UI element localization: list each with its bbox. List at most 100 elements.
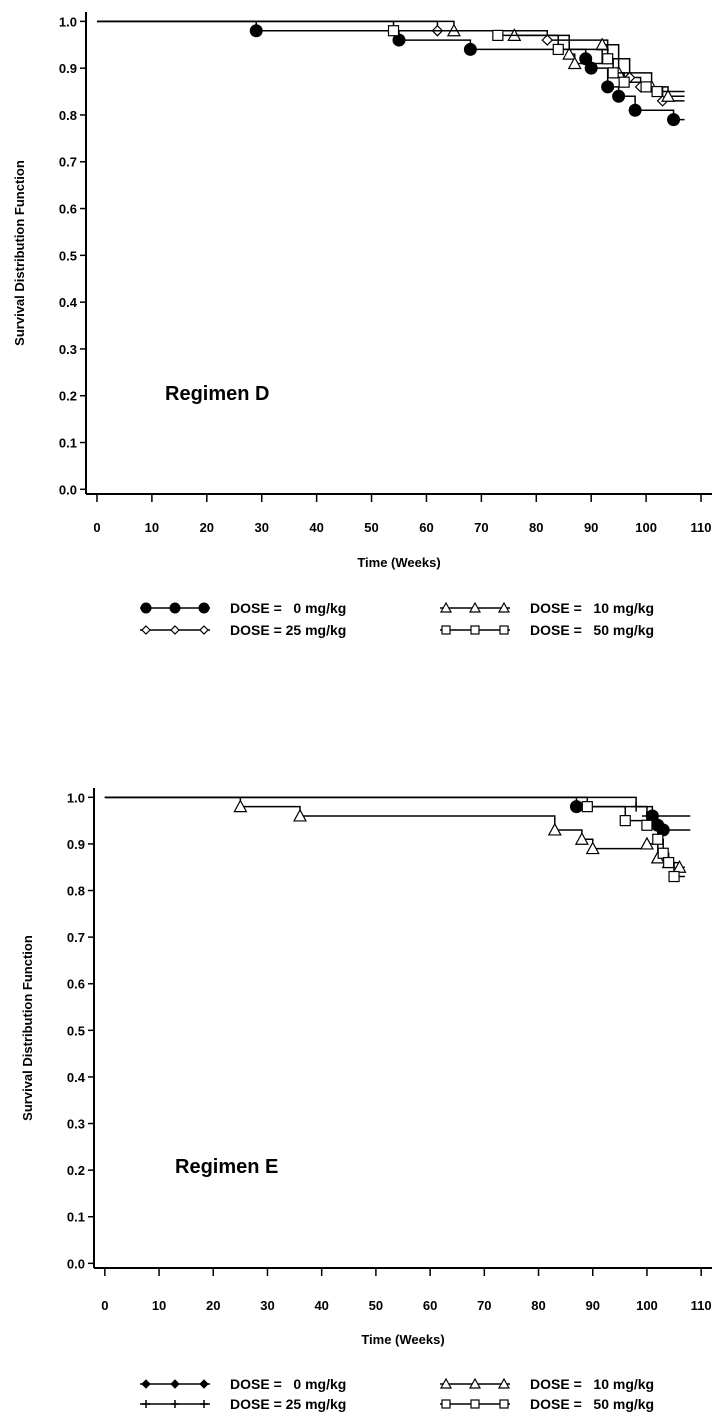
y-tick-label: 0.6 xyxy=(59,202,77,217)
legend-marker xyxy=(439,601,453,613)
legend-marker xyxy=(170,1379,180,1389)
legend-marker xyxy=(497,1377,511,1389)
x-tick-label: 90 xyxy=(586,1298,600,1313)
x-tick-label: 100 xyxy=(636,1298,658,1313)
series-3-point xyxy=(657,847,669,859)
series-3-point xyxy=(492,29,504,41)
x-tick-label: 20 xyxy=(206,1298,220,1313)
series-0-point xyxy=(463,42,477,56)
legend-label: DOSE = 10 mg/kg xyxy=(530,600,654,616)
regimen-annotation: Regimen E xyxy=(175,1156,278,1178)
series-line-0 xyxy=(104,796,691,831)
y-tick-label: 0.2 xyxy=(59,389,77,404)
series-3-point xyxy=(552,43,564,56)
series-2-point xyxy=(562,46,577,60)
chart-regimen-e: 0.0 0.1 0.2 0.3 0.4 0.5 0.6 0.7 0.8 0.9 1.0 0 10 20 30… xyxy=(20,788,712,1412)
series-3-point xyxy=(652,833,664,845)
series-1-point xyxy=(641,810,652,821)
legend-label: DOSE = 50 mg/kg xyxy=(530,1396,654,1412)
x-tick-label: 40 xyxy=(314,1298,328,1313)
x-tick-label: 30 xyxy=(254,520,268,535)
y-tick-label: 0.5 xyxy=(67,1023,85,1038)
x-tick-label: 90 xyxy=(584,520,598,535)
legend-marker xyxy=(170,625,180,635)
x-tick-label: 110 xyxy=(691,520,712,535)
legend-marker xyxy=(468,1377,482,1389)
y-axis-title: Survival Distribution Function xyxy=(20,935,35,1121)
legend-marker xyxy=(142,1400,150,1408)
y-tick-label: 1.0 xyxy=(59,14,77,29)
series-2-point xyxy=(585,841,600,855)
series-2-point xyxy=(567,56,582,70)
y-tick-label: 0.4 xyxy=(67,1070,86,1085)
series-0-point xyxy=(628,103,642,117)
legend-label: DOSE = 0 mg/kg xyxy=(230,600,346,616)
y-tick-label: 0.2 xyxy=(67,1163,85,1178)
y-tick-label: 0.3 xyxy=(59,342,77,357)
series-3-point xyxy=(619,815,631,827)
x-tick-label: 10 xyxy=(152,1298,166,1313)
series-3-point xyxy=(640,81,652,93)
legend-marker xyxy=(199,1379,209,1389)
y-tick-label: 0.3 xyxy=(67,1117,85,1132)
legend-marker xyxy=(441,1399,451,1409)
y-tick-label: 0.4 xyxy=(59,295,78,310)
legend-marker xyxy=(470,1399,480,1409)
y-tick-label: 0.1 xyxy=(59,436,77,451)
series-0-point xyxy=(569,800,583,814)
series-0-point xyxy=(249,24,263,38)
x-axis-title: Time (Weeks) xyxy=(357,555,440,570)
x-tick-label: 0 xyxy=(101,1298,108,1313)
series-3-point xyxy=(641,819,653,831)
legend-label: DOSE = 50 mg/kg xyxy=(530,622,654,638)
series-0-point xyxy=(601,80,615,94)
x-tick-label: 20 xyxy=(200,520,214,535)
series-1-point xyxy=(541,34,554,46)
series-3-point xyxy=(387,25,400,37)
x-tick-label: 50 xyxy=(364,520,378,535)
series-2-point xyxy=(292,808,308,822)
legend-marker xyxy=(169,602,181,614)
series-3-point xyxy=(668,870,680,883)
y-tick-label: 0.9 xyxy=(67,837,85,852)
legend-marker xyxy=(441,625,451,635)
legend-marker xyxy=(199,625,209,635)
y-axis-title: Survival Distribution Function xyxy=(12,160,27,346)
y-tick-label: 1.0 xyxy=(67,790,85,805)
x-tick-label: 70 xyxy=(477,1298,491,1313)
y-tick-label: 0.1 xyxy=(67,1210,85,1225)
series-line-2 xyxy=(104,796,685,868)
legend-label: DOSE = 25 mg/kg xyxy=(230,1396,346,1412)
x-tick-label: 60 xyxy=(419,520,433,535)
y-tick-label: 0.0 xyxy=(59,482,77,497)
series-3-point xyxy=(651,85,663,98)
x-tick-label: 100 xyxy=(635,520,657,535)
legend-label: DOSE = 10 mg/kg xyxy=(530,1376,654,1392)
legend-marker xyxy=(141,1379,151,1389)
series-0-point xyxy=(612,89,626,103)
x-tick-label: 10 xyxy=(145,520,159,535)
legend-label: DOSE = 0 mg/kg xyxy=(230,1376,346,1392)
series-line-3 xyxy=(104,796,685,878)
y-tick-label: 0.5 xyxy=(59,248,77,263)
series-3-point xyxy=(602,53,614,65)
series-3-point xyxy=(607,67,619,79)
chart-regimen-d: 0.0 0.1 0.2 0.3 0.4 0.5 0.6 0.7 0.8 0.9 1.0 0 10 20 30… xyxy=(12,12,712,638)
regimen-annotation: Regimen D xyxy=(165,383,269,405)
legend-marker xyxy=(468,601,482,613)
legend-marker xyxy=(140,602,152,614)
series-0-point xyxy=(667,113,681,127)
series-1-point xyxy=(631,801,642,812)
series-3-point xyxy=(663,856,675,869)
series-3-point xyxy=(581,801,593,813)
legend-marker xyxy=(470,625,480,635)
legend-marker xyxy=(497,601,511,613)
y-tick-label: 0.0 xyxy=(67,1256,85,1271)
legend-marker xyxy=(499,1399,509,1409)
y-tick-label: 0.7 xyxy=(59,155,77,170)
x-tick-label: 60 xyxy=(423,1298,437,1313)
x-tick-label: 0 xyxy=(93,520,100,535)
x-tick-label: 80 xyxy=(531,1298,545,1313)
legend-label: DOSE = 25 mg/kg xyxy=(230,622,346,638)
series-3-point xyxy=(618,76,630,88)
